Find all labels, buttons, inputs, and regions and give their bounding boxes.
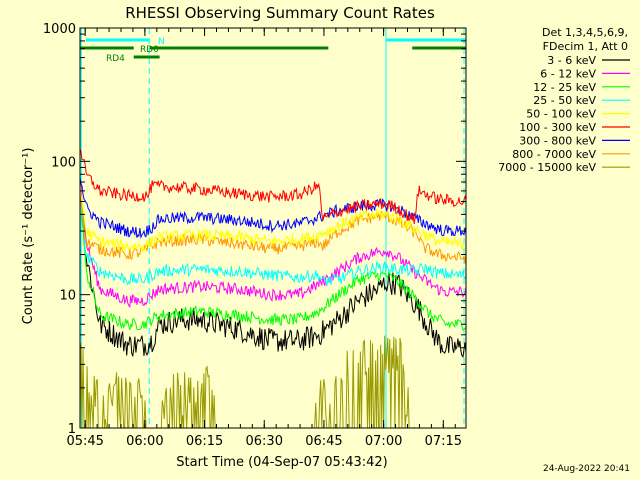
legend-entry-6-12-kev: 6 - 12 keV	[540, 67, 630, 80]
series-line-3-6-kev	[79, 184, 467, 358]
legend: Det 1,3,4,5,6,9, FDecim 1, Att 0 3 - 6 k…	[498, 26, 630, 174]
series-line-300-800-kev	[79, 177, 467, 240]
x-tick-label: 06:45	[305, 434, 342, 449]
series-300-800-kev	[79, 177, 467, 240]
series-line-100-300-kev	[79, 148, 467, 225]
chart-title: RHESSI Observing Summary Count Rates	[125, 4, 435, 22]
series-100-300-kev	[79, 148, 467, 225]
y-tick-label: 10	[59, 289, 76, 304]
x-tick-label: 07:00	[365, 434, 402, 449]
series-12-25-kev	[79, 183, 467, 331]
series-line-6-12-kev	[79, 180, 467, 308]
state-label-rd0: RD0	[140, 45, 159, 55]
legend-entry-7000-15000-kev: 7000 - 15000 keV	[498, 161, 630, 174]
legend-label-800-7000-kev: 800 - 7000 keV	[512, 148, 596, 161]
plot-frame	[79, 27, 467, 429]
x-tick-label: 07:15	[425, 434, 462, 449]
x-tick-label: 06:30	[246, 434, 283, 449]
y-tick-label: 1000	[43, 22, 76, 37]
series-800-7000-kev	[79, 193, 467, 264]
legend-entry-50-100-kev: 50 - 100 keV	[526, 108, 630, 121]
axes: 05:45 06:00 06:15 06:30 06:45 07:00 07:15 1 10 10…	[43, 22, 467, 449]
legend-label-50-100-kev: 50 - 100 keV	[526, 108, 596, 121]
legend-entry-3-6-kev: 3 - 6 keV	[547, 54, 630, 67]
legend-entry-800-7000-kev: 800 - 7000 keV	[512, 148, 630, 161]
legend-label-7000-15000-kev: 7000 - 15000 keV	[498, 161, 596, 174]
legend-label-6-12-kev: 6 - 12 keV	[540, 67, 596, 80]
legend-entry-25-50-kev: 25 - 50 keV	[533, 94, 630, 107]
y-tick-label: 100	[51, 155, 76, 170]
series-line-800-7000-kev	[79, 193, 467, 264]
legend-label-12-25-kev: 12 - 25 keV	[533, 81, 596, 94]
plot-background	[80, 28, 466, 428]
legend-label-100-300-kev: 100 - 300 keV	[519, 121, 596, 134]
legend-header-line-1: Det 1,3,4,5,6,9,	[542, 26, 628, 39]
x-axis-label: Start Time (04-Sep-07 05:43:42)	[176, 455, 387, 470]
legend-label-25-50-kev: 25 - 50 keV	[533, 94, 596, 107]
x-tick-label: 05:45	[66, 434, 103, 449]
plot-area	[80, 28, 466, 428]
series-line-50-100-kev	[79, 181, 467, 253]
y-axis-label: Count Rate (s⁻¹ detector⁻¹)	[21, 148, 36, 325]
series-layer	[79, 28, 467, 429]
y-tick-label: 1	[68, 422, 76, 437]
legend-entry-12-25-kev: 12 - 25 keV	[533, 81, 630, 94]
series-25-50-kev	[79, 186, 467, 287]
x-tick-label: 06:00	[126, 434, 163, 449]
state-label-rd4: RD4	[106, 54, 125, 64]
series-line-25-50-kev	[79, 186, 467, 287]
legend-label-300-800-kev: 300 - 800 keV	[519, 134, 596, 147]
footer-date: 24-Aug-2022 20:41	[542, 464, 630, 474]
legend-entry-300-800-kev: 300 - 800 keV	[519, 134, 630, 147]
legend-entry-100-300-kev: 100 - 300 keV	[519, 121, 630, 134]
series-3-6-kev	[79, 184, 467, 358]
state-label-n: N	[158, 37, 165, 47]
legend-label-3-6-kev: 3 - 6 keV	[547, 54, 596, 67]
legend-header-line-2: FDecim 1, Att 0	[543, 40, 628, 53]
series-6-12-kev	[79, 180, 467, 308]
series-line-12-25-kev	[79, 183, 467, 331]
x-tick-label: 06:15	[186, 434, 223, 449]
series-50-100-kev	[79, 181, 467, 253]
